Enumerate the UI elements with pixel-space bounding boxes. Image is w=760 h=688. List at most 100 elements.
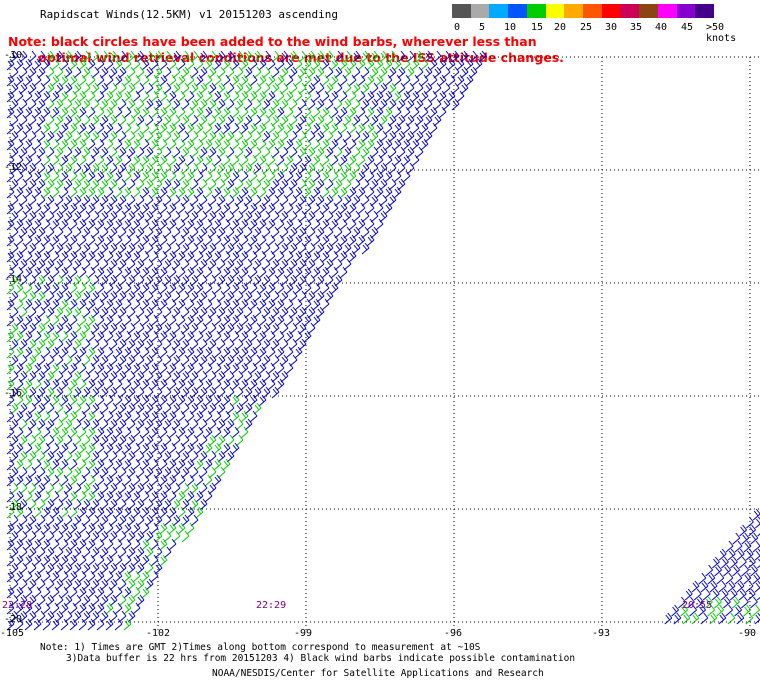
wind-barb	[78, 154, 87, 167]
wind-barb	[271, 50, 280, 63]
wind-barb	[24, 106, 33, 119]
wind-barb	[123, 186, 132, 199]
wind-barb	[375, 170, 384, 183]
wind-barb	[348, 122, 357, 135]
wind-barb	[375, 58, 384, 71]
wind-barb	[141, 138, 150, 151]
wind-barb	[6, 186, 15, 199]
wind-barb	[15, 186, 24, 199]
wind-barb	[150, 138, 159, 151]
wind-barb	[177, 58, 186, 71]
wind-barb	[105, 138, 114, 151]
wind-barb	[231, 58, 240, 71]
wind-barb	[429, 106, 438, 119]
wind-barb	[294, 138, 303, 151]
wind-barb	[6, 138, 15, 151]
wind-barb	[312, 186, 321, 199]
legend-swatch	[545, 4, 565, 18]
wind-barb	[132, 106, 141, 119]
wind-barb	[6, 122, 15, 135]
wind-barb	[33, 202, 42, 215]
wind-barb	[15, 138, 24, 151]
wind-barb	[402, 90, 411, 103]
wind-barb	[195, 138, 204, 151]
wind-barb	[132, 154, 141, 167]
wind-barb	[96, 138, 105, 151]
wind-barb	[384, 58, 393, 71]
wind-barb	[78, 170, 87, 183]
wind-barb	[195, 58, 204, 71]
lat-label-16: -16	[4, 388, 23, 399]
wind-barb	[6, 74, 15, 87]
wind-barb	[181, 50, 190, 63]
wind-barb	[339, 154, 348, 167]
wind-barb	[339, 58, 348, 71]
wind-barb	[24, 74, 33, 87]
wind-barb	[15, 90, 24, 103]
wind-barb	[438, 74, 447, 87]
wind-barb	[159, 138, 168, 151]
wind-barb	[114, 186, 123, 199]
wind-barb	[6, 58, 15, 71]
wind-barb	[433, 50, 442, 63]
wind-barb	[375, 202, 384, 215]
wind-barb	[240, 138, 249, 151]
wind-barb	[69, 58, 78, 71]
wind-barb	[384, 138, 393, 151]
wind-barb	[168, 186, 177, 199]
wind-barb	[150, 74, 159, 87]
wind-barb	[411, 74, 420, 87]
wind-barb	[267, 202, 276, 215]
wind-barb	[51, 170, 60, 183]
lat-label-10: -10	[4, 50, 23, 61]
wind-barb	[96, 122, 105, 135]
legend-swatch	[601, 4, 621, 18]
wind-barb	[168, 90, 177, 103]
wind-barb	[141, 106, 150, 119]
wind-barb	[357, 106, 366, 119]
wind-barb	[393, 74, 402, 87]
wind-barb	[330, 138, 339, 151]
wind-barb	[375, 186, 384, 199]
wind-barb-map	[6, 50, 760, 632]
wind-barb	[168, 202, 177, 215]
wind-barb	[69, 138, 78, 151]
wind-barb	[330, 74, 339, 87]
wind-barb	[69, 218, 78, 231]
wind-barb	[163, 50, 172, 63]
legend-label: 35	[630, 22, 643, 33]
wind-barb	[339, 74, 348, 87]
wind-barb	[105, 122, 114, 135]
wind-barb	[69, 90, 78, 103]
wind-barb	[285, 90, 294, 103]
wind-barb	[204, 138, 213, 151]
wind-barb	[384, 154, 393, 167]
wind-barb	[159, 122, 168, 135]
wind-barb	[393, 58, 402, 71]
wind-barb	[222, 122, 231, 135]
wind-barb	[393, 170, 402, 183]
wind-barb	[330, 154, 339, 167]
wind-barb	[204, 186, 213, 199]
wind-barb	[375, 90, 384, 103]
wind-barb	[33, 122, 42, 135]
wind-barb	[51, 202, 60, 215]
wind-barb	[420, 122, 429, 135]
wind-barb	[420, 74, 429, 87]
wind-barb	[267, 90, 276, 103]
wind-barb	[213, 154, 222, 167]
wind-barb	[60, 170, 69, 183]
wind-barb	[96, 218, 105, 231]
legend-label: 15	[531, 22, 544, 33]
wind-barb	[60, 202, 69, 215]
wind-barb	[78, 90, 87, 103]
wind-barb	[204, 170, 213, 183]
wind-barb	[42, 218, 51, 231]
wind-barb	[186, 74, 195, 87]
wind-barb	[348, 170, 357, 183]
wind-barb	[465, 58, 474, 71]
wind-barb	[249, 122, 258, 135]
wind-barb	[258, 154, 267, 167]
wind-barb	[294, 74, 303, 87]
wind-barb	[754, 580, 760, 593]
